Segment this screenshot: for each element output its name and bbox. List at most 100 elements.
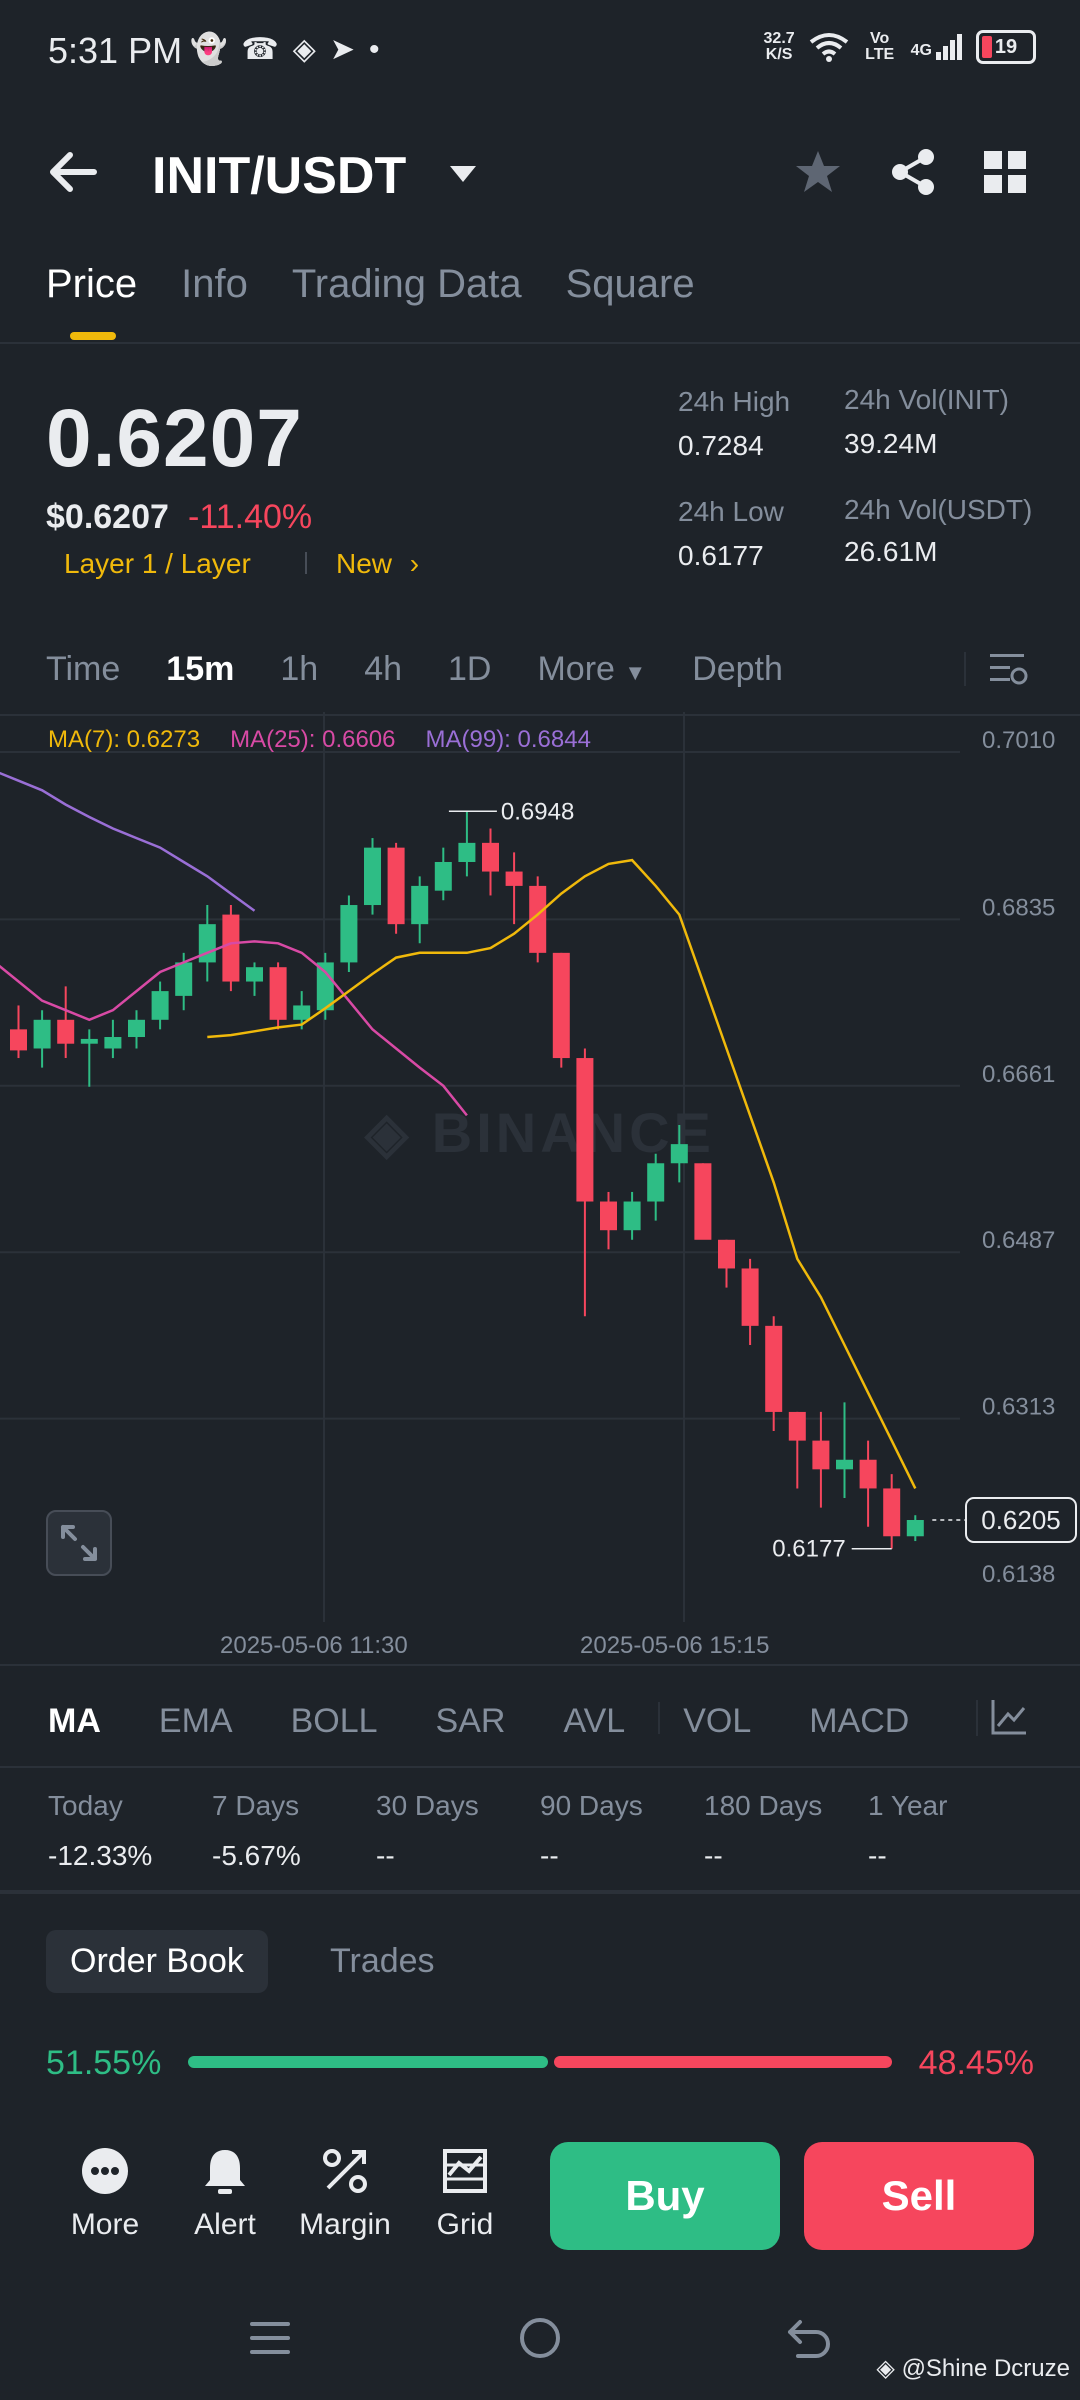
fullscreen-expand-icon[interactable] <box>46 1510 112 1576</box>
candle-body <box>293 1005 311 1020</box>
stat-vol-base-label: 24h Vol(INIT) <box>844 384 1009 415</box>
alert-action[interactable]: Alert <box>170 2146 280 2242</box>
ind-sar[interactable]: SAR <box>435 1702 506 1740</box>
y-tick-label: 0.6138 <box>982 1561 1055 1588</box>
tf-1d[interactable]: 1D <box>448 650 492 688</box>
candle-body <box>198 924 216 963</box>
tab-trades[interactable]: Trades <box>330 1942 435 1980</box>
divider <box>0 342 1080 344</box>
chevron-right-icon: › <box>409 548 420 579</box>
price-chart[interactable]: 0.7010 0.6835 0.6661 0.6487 0.6313 0.6138 ◈ BI… <box>0 712 1080 1662</box>
candle-body <box>906 1520 924 1537</box>
candle-body <box>741 1268 759 1326</box>
tf-more[interactable]: More ▼ <box>537 650 647 688</box>
sell-button[interactable]: Sell <box>804 2142 1034 2250</box>
watermark: ◈ @Shine Dcruze <box>876 2355 1070 2382</box>
candle-body <box>458 842 476 862</box>
candle-body <box>836 1459 853 1470</box>
ask-percentage: 48.45% <box>918 2044 1034 2082</box>
wifi-icon <box>809 33 848 62</box>
margin-icon <box>323 2149 367 2193</box>
ma99-legend: MA(99): 0.6844 <box>425 726 591 753</box>
y-tick-label: 0.7010 <box>982 727 1055 754</box>
perf-90d: 90 Days -- <box>540 1790 643 1871</box>
stat-vol-quote-label: 24h Vol(USDT) <box>844 494 1033 525</box>
candle-body <box>175 962 193 996</box>
divider <box>964 652 966 686</box>
candle-body <box>482 842 499 872</box>
recent-apps-icon[interactable] <box>248 2316 292 2360</box>
ind-vol[interactable]: VOL <box>683 1702 752 1740</box>
candle-body <box>600 1201 617 1231</box>
candle-body <box>529 885 547 953</box>
candle-body <box>222 914 240 982</box>
divider <box>658 1702 660 1734</box>
more-dots-icon <box>82 2148 128 2194</box>
grid-menu-icon[interactable] <box>984 151 1026 193</box>
bell-icon <box>205 2150 245 2194</box>
candle-body <box>128 1019 145 1038</box>
candle-body <box>364 847 381 906</box>
candle-body <box>859 1459 877 1489</box>
candle-body <box>434 861 452 891</box>
ind-avl[interactable]: AVL <box>563 1702 626 1740</box>
chevron-down-icon[interactable] <box>448 164 478 189</box>
tf-15m[interactable]: 15m <box>166 650 235 688</box>
net-speed: 32.7 K/S <box>763 30 795 63</box>
tab-square[interactable]: Square <box>565 262 695 306</box>
candle-body <box>505 871 523 886</box>
tf-1h[interactable]: 1h <box>280 650 319 688</box>
divider <box>0 1766 1080 1768</box>
missed-call-icon: ☎ <box>241 33 293 66</box>
candle-body <box>718 1239 735 1269</box>
stat-high-value: 0.7284 <box>678 430 764 461</box>
tab-trading-data[interactable]: Trading Data <box>291 262 522 306</box>
back-nav-icon[interactable] <box>786 2316 832 2360</box>
ma99-line <box>0 771 256 912</box>
high-marker-label: 0.6948 <box>501 798 574 825</box>
divider <box>0 1664 1080 1666</box>
tab-info[interactable]: Info <box>181 262 248 306</box>
binance-logo-icon: ◈ <box>876 2355 895 2382</box>
back-arrow-icon[interactable] <box>48 150 98 199</box>
tab-price[interactable]: Price <box>46 262 138 306</box>
snapchat-icon: 👻 <box>190 33 242 66</box>
grid-action[interactable]: Grid <box>410 2146 520 2242</box>
chart-settings-icon[interactable] <box>990 650 1028 688</box>
ind-boll[interactable]: BOLL <box>290 1702 378 1740</box>
signal-icon: 4G <box>911 34 962 60</box>
tf-depth[interactable]: Depth <box>692 650 783 688</box>
x-tick-label: 2025-05-06 11:30 <box>220 1632 408 1659</box>
candle-body <box>57 1019 75 1044</box>
indicator-settings-icon[interactable] <box>990 1698 1028 1736</box>
margin-action[interactable]: Margin <box>290 2146 400 2242</box>
battery-icon: 19 <box>976 30 1036 64</box>
bid-percentage: 51.55% <box>46 2044 162 2082</box>
y-tick-label: 0.6313 <box>982 1394 1055 1421</box>
candle-body <box>788 1411 806 1441</box>
share-icon[interactable] <box>890 148 936 196</box>
ind-ma[interactable]: MA <box>48 1702 101 1740</box>
tf-4h[interactable]: 4h <box>364 650 403 688</box>
ind-ema[interactable]: EMA <box>158 1702 233 1740</box>
pair-title[interactable]: INIT/USDT <box>152 147 407 205</box>
tab-order-book[interactable]: Order Book <box>46 1930 268 1993</box>
divider <box>976 1700 978 1736</box>
perf-30d: 30 Days -- <box>376 1790 479 1871</box>
candle-body <box>10 1029 27 1051</box>
last-price: 0.6207 <box>46 393 303 484</box>
candle-body <box>812 1440 830 1470</box>
new-badge[interactable]: New › <box>336 548 420 579</box>
ind-macd[interactable]: MACD <box>809 1702 910 1740</box>
ma25-legend: MA(25): 0.6606 <box>230 726 396 753</box>
candle-body <box>104 1037 122 1049</box>
category-tag[interactable]: Layer 1 / Layer <box>64 548 251 579</box>
status-time: 5:31 PM <box>48 30 183 71</box>
buy-button[interactable]: Buy <box>550 2142 780 2250</box>
current-price-label: 0.6205 <box>981 1505 1061 1535</box>
home-icon[interactable] <box>518 2316 562 2360</box>
tab-active-indicator <box>70 332 116 340</box>
tf-time[interactable]: Time <box>46 650 121 688</box>
more-action[interactable]: More <box>50 2146 160 2242</box>
star-icon[interactable] <box>794 149 842 195</box>
